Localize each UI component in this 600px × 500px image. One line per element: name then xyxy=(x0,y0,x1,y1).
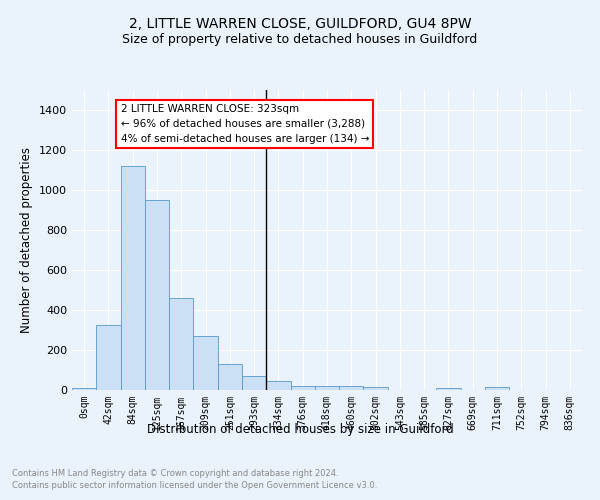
Text: 2 LITTLE WARREN CLOSE: 323sqm
← 96% of detached houses are smaller (3,288)
4% of: 2 LITTLE WARREN CLOSE: 323sqm ← 96% of d… xyxy=(121,104,369,144)
Bar xyxy=(266,381,290,390)
Bar xyxy=(145,200,169,390)
Bar xyxy=(218,364,242,390)
Y-axis label: Number of detached properties: Number of detached properties xyxy=(20,147,34,333)
Bar xyxy=(193,336,218,390)
Bar xyxy=(96,324,121,390)
Bar xyxy=(485,387,509,390)
Text: Contains public sector information licensed under the Open Government Licence v3: Contains public sector information licen… xyxy=(12,481,377,490)
Bar xyxy=(436,388,461,390)
Text: Size of property relative to detached houses in Guildford: Size of property relative to detached ho… xyxy=(122,32,478,46)
Bar xyxy=(339,386,364,390)
Bar xyxy=(121,166,145,390)
Bar xyxy=(72,388,96,390)
Bar xyxy=(242,376,266,390)
Bar xyxy=(364,387,388,390)
Bar xyxy=(169,298,193,390)
Bar xyxy=(290,386,315,390)
Text: Contains HM Land Registry data © Crown copyright and database right 2024.: Contains HM Land Registry data © Crown c… xyxy=(12,468,338,477)
Text: 2, LITTLE WARREN CLOSE, GUILDFORD, GU4 8PW: 2, LITTLE WARREN CLOSE, GUILDFORD, GU4 8… xyxy=(128,18,472,32)
Text: Distribution of detached houses by size in Guildford: Distribution of detached houses by size … xyxy=(146,422,454,436)
Bar xyxy=(315,386,339,390)
